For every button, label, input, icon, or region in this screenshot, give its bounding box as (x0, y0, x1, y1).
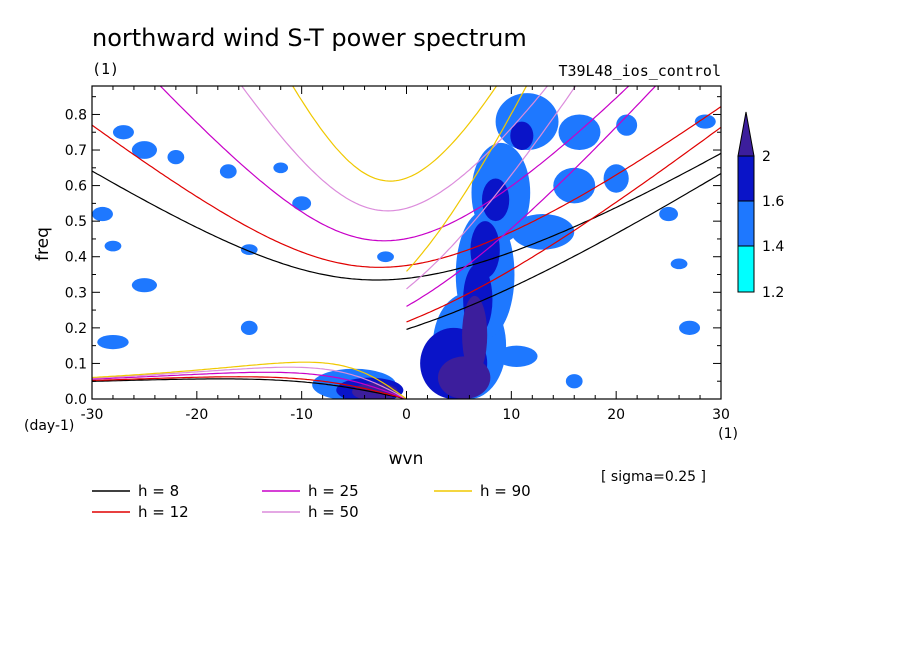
colorbar-label: 1.4 (762, 239, 784, 255)
power-region (131, 278, 157, 293)
dispersion-curve-ig (92, 152, 721, 281)
legend-label: h = 25 (308, 482, 359, 500)
y-tick-label: 0.5 (65, 214, 87, 230)
colorbar-label: 2 (762, 149, 771, 165)
dispersion-curve-eig (406, 126, 721, 323)
power-region (92, 206, 113, 222)
power-region (377, 251, 394, 263)
power-region (167, 150, 185, 165)
colorbar-segment (737, 245, 755, 293)
y-axis-label: freq (33, 227, 53, 261)
dispersion-curve-ig (292, 86, 498, 182)
y-tick-label: 0.7 (65, 143, 87, 159)
chart-title: northward wind S-T power spectrum (92, 24, 527, 52)
power-region (694, 114, 716, 129)
power-region (495, 345, 538, 367)
power-region (462, 295, 488, 375)
y-unit-label: (day-1) (24, 418, 74, 434)
power-region (603, 164, 629, 193)
y-tick-label: 0.0 (65, 392, 87, 408)
dispersion-curve-er (92, 366, 407, 399)
dispersion-curve-ig (92, 106, 721, 268)
power-region (510, 121, 534, 151)
dispersion-curve-ig (240, 86, 549, 212)
colorbar-label: 1.2 (762, 285, 784, 301)
power-region (219, 164, 237, 179)
x-tick-label: 20 (607, 407, 625, 423)
x-tick-label: 10 (502, 407, 520, 423)
legend-label: h = 50 (308, 503, 359, 521)
y-tick-label: 0.6 (65, 179, 87, 195)
power-region (616, 114, 638, 136)
dispersion-curve-er (92, 378, 407, 399)
power-region (292, 196, 312, 211)
y-tick-label: 0.8 (65, 107, 87, 123)
unit-label: (1) (92, 60, 119, 78)
power-region (553, 167, 596, 204)
legend-label: h = 90 (480, 482, 531, 500)
power-region (679, 320, 701, 335)
dispersion-curve-er (92, 376, 407, 399)
dispersion-curve-eig (406, 86, 657, 307)
colorbar-segment (737, 155, 755, 202)
dispersion-curve-eig (406, 172, 721, 330)
y-tick-label: 0.3 (65, 285, 87, 301)
colorbar-segment (737, 200, 755, 247)
colorbar-top-arrow (737, 111, 755, 157)
axis-ticks: -30 -20 -10 0 10 20 30 0.0 0.1 0.2 0.3 0.4 0.5 0.6 0.7… (65, 86, 730, 423)
legend-label: h = 8 (138, 482, 179, 500)
colorbar: 1.2 1.4 1.6 2 (737, 111, 784, 301)
power-region (240, 320, 258, 335)
power-contours (92, 93, 716, 399)
colorbar-label: 1.6 (762, 194, 784, 210)
x-axis-label: wvn (389, 449, 424, 469)
legend-label: h = 12 (138, 503, 189, 521)
y-tick-label: 0.2 (65, 321, 87, 337)
dispersion-curves (92, 86, 721, 399)
power-region (670, 258, 688, 270)
x-tick-label: -30 (81, 407, 104, 423)
dispersion-curve-ig (159, 86, 630, 242)
power-region (470, 221, 500, 279)
dispersion-curve-er (92, 371, 407, 399)
x-tick-label: 30 (712, 407, 730, 423)
experiment-label: T39L48_ios_control (558, 62, 721, 80)
power-region (659, 206, 679, 222)
power-region (273, 162, 289, 174)
x-tick-label: 0 (402, 407, 411, 423)
power-region (112, 125, 134, 140)
y-tick-label: 0.4 (65, 250, 87, 266)
x-unit-label: (1) (718, 426, 738, 442)
power-region (131, 141, 157, 159)
x-tick-label: -10 (290, 407, 313, 423)
dispersion-curve-eig (406, 86, 577, 290)
power-region (558, 114, 601, 151)
power-region (240, 244, 258, 255)
power-region (97, 334, 129, 350)
sigma-note: [ sigma=0.25 ] (601, 469, 706, 485)
dispersion-curve-er (92, 361, 407, 399)
power-region (481, 178, 510, 222)
x-tick-label: -20 (185, 407, 208, 423)
power-region (565, 374, 583, 389)
y-tick-label: 0.1 (65, 356, 87, 372)
dispersion-curve-eig (406, 86, 528, 272)
legend: h = 8 h = 12 h = 25 h = 50 h = 90 (92, 482, 531, 521)
power-region (104, 240, 122, 252)
